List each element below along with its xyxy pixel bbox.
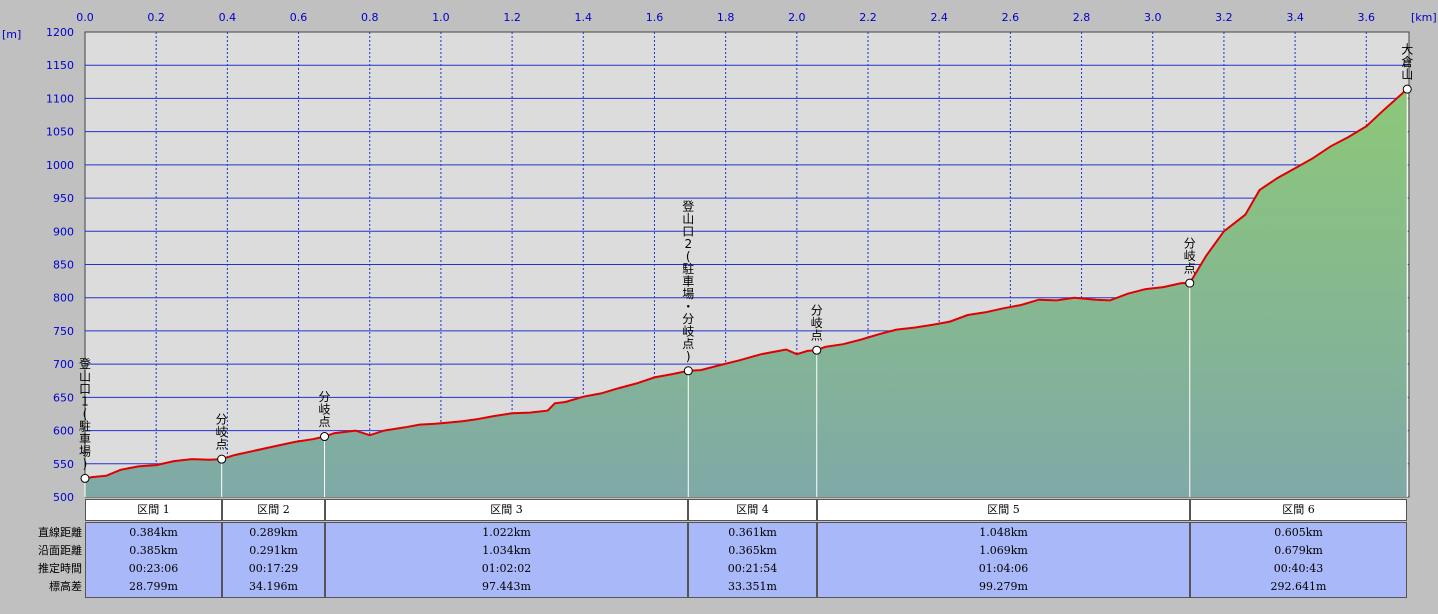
waypoint-label: 分岐点 bbox=[1184, 237, 1196, 276]
section-elev-value: 34.196m bbox=[249, 580, 298, 593]
x-tick-label: 3.0 bbox=[1144, 11, 1162, 24]
y-tick-label: 1050 bbox=[46, 126, 74, 139]
x-tick-label: 2.2 bbox=[859, 11, 877, 24]
x-tick-label: 2.0 bbox=[788, 11, 806, 24]
section-elev-value: 97.443m bbox=[482, 580, 531, 593]
section-time-value: 01:04:06 bbox=[978, 562, 1029, 575]
section-header: 区間 6 bbox=[1190, 499, 1407, 521]
x-tick-label: 0.2 bbox=[147, 11, 165, 24]
waypoint-marker bbox=[217, 454, 227, 464]
section-values: 0.605km 0.679km 00:40:43 292.641m bbox=[1190, 522, 1407, 598]
x-tick-label: 0.4 bbox=[219, 11, 237, 24]
x-axis-unit: [km] bbox=[1411, 11, 1437, 24]
section-values: 1.048km 1.069km 01:04:06 99.279m bbox=[817, 522, 1190, 598]
x-tick-label: 0.0 bbox=[76, 11, 94, 24]
waypoint-marker bbox=[1402, 84, 1412, 94]
section-surface-value: 1.034km bbox=[482, 544, 531, 557]
x-tick-label: 1.2 bbox=[503, 11, 521, 24]
y-tick-label: 1100 bbox=[46, 92, 74, 105]
y-tick-label: 850 bbox=[53, 259, 74, 272]
y-tick-label: 950 bbox=[53, 192, 74, 205]
section-surface-value: 0.385km bbox=[129, 544, 178, 557]
y-tick-label: 700 bbox=[53, 358, 74, 371]
section-time-value: 00:17:29 bbox=[248, 562, 299, 575]
x-tick-label: 3.6 bbox=[1358, 11, 1376, 24]
waypoint-label: 分岐点 bbox=[216, 413, 228, 452]
section-straight-value: 1.048km bbox=[979, 526, 1028, 539]
x-tick-label: 2.8 bbox=[1073, 11, 1091, 24]
y-tick-label: 550 bbox=[53, 458, 74, 471]
y-tick-label: 600 bbox=[53, 425, 74, 438]
y-tick-label: 1000 bbox=[46, 159, 74, 172]
x-tick-label: 2.6 bbox=[1002, 11, 1020, 24]
section-straight-value: 1.022km bbox=[482, 526, 531, 539]
x-tick-label: 0.6 bbox=[290, 11, 308, 24]
section-header: 区間 2 bbox=[222, 499, 325, 521]
waypoint-label: 分岐点 bbox=[319, 390, 331, 429]
section-surface-value: 0.679km bbox=[1274, 544, 1323, 557]
waypoint-marker bbox=[683, 366, 693, 376]
y-tick-label: 900 bbox=[53, 225, 74, 238]
section-values: 0.384km 0.385km 00:23:06 28.799m bbox=[85, 522, 222, 598]
waypoint-marker bbox=[812, 345, 822, 355]
section-values: 0.361km 0.365km 00:21:54 33.351m bbox=[688, 522, 817, 598]
x-tick-label: 3.2 bbox=[1215, 11, 1233, 24]
section-header: 区間 3 bbox=[325, 499, 688, 521]
section-time-value: 01:02:02 bbox=[481, 562, 532, 575]
waypoint-label: 登山口 1 (駐車場) bbox=[79, 356, 91, 471]
section-values: 0.289km 0.291km 00:17:29 34.196m bbox=[222, 522, 325, 598]
y-tick-label: 1150 bbox=[46, 59, 74, 72]
x-tick-label: 1.8 bbox=[717, 11, 735, 24]
x-tick-label: 2.4 bbox=[930, 11, 948, 24]
section-straight-value: 0.384km bbox=[129, 526, 178, 539]
waypoint-marker bbox=[1185, 278, 1195, 288]
section-time-value: 00:40:43 bbox=[1273, 562, 1324, 575]
waypoint-label: 大倉山 bbox=[1401, 43, 1413, 82]
x-tick-label: 1.6 bbox=[646, 11, 664, 24]
row-label-straight-distance: 直線距離 bbox=[38, 526, 82, 539]
grid-lines bbox=[85, 32, 1409, 497]
section-elev-value: 292.641m bbox=[1270, 580, 1327, 593]
y-tick-label: 650 bbox=[53, 391, 74, 404]
section-header: 区間 1 bbox=[85, 499, 222, 521]
elevation-area bbox=[85, 89, 1408, 497]
section-values: 1.022km 1.034km 01:02:02 97.443m bbox=[325, 522, 688, 598]
x-tick-label: 3.4 bbox=[1286, 11, 1304, 24]
y-axis-ticks: 500 550 600 650 700 750 800 850 900 950 1000 1050 11… bbox=[46, 26, 74, 504]
section-straight-value: 0.289km bbox=[249, 526, 298, 539]
section-time-value: 00:21:54 bbox=[727, 562, 778, 575]
row-label-estimated-time: 推定時間 bbox=[38, 562, 82, 575]
y-tick-label: 500 bbox=[53, 491, 74, 504]
x-tick-label: 1.4 bbox=[575, 11, 593, 24]
row-label-elevation-difference: 標高差 bbox=[49, 580, 82, 593]
y-tick-label: 750 bbox=[53, 325, 74, 338]
waypoint-drop-lines bbox=[84, 89, 1408, 497]
section-surface-value: 0.291km bbox=[249, 544, 298, 557]
waypoint-marker bbox=[80, 473, 90, 483]
section-straight-value: 0.605km bbox=[1274, 526, 1323, 539]
waypoint-marker bbox=[320, 432, 330, 442]
row-label-surface-distance: 沿面距離 bbox=[38, 544, 82, 557]
section-time-value: 00:23:06 bbox=[128, 562, 179, 575]
section-surface-value: 0.365km bbox=[728, 544, 777, 557]
elevation-line bbox=[84, 88, 1408, 480]
x-tick-label: 1.0 bbox=[432, 11, 450, 24]
y-axis-unit: [m] bbox=[2, 28, 21, 41]
section-elev-value: 33.351m bbox=[728, 580, 777, 593]
waypoint-label: 登山口 2 (駐車場・分岐点) bbox=[682, 198, 694, 363]
section-straight-value: 0.361km bbox=[728, 526, 777, 539]
section-elev-value: 28.799m bbox=[129, 580, 178, 593]
x-axis-ticks: 0.0 0.2 0.4 0.6 0.8 1.0 1.2 1.4 1.6 1.8 2.0 2.2 2.4 2… bbox=[76, 11, 1375, 24]
y-tick-label: 800 bbox=[53, 292, 74, 305]
section-surface-value: 1.069km bbox=[979, 544, 1028, 557]
section-header: 区間 4 bbox=[688, 499, 817, 521]
section-header: 区間 5 bbox=[817, 499, 1190, 521]
x-tick-label: 0.8 bbox=[361, 11, 379, 24]
y-tick-label: 1200 bbox=[46, 26, 74, 39]
section-elev-value: 99.279m bbox=[979, 580, 1028, 593]
waypoint-label: 分岐点 bbox=[811, 304, 823, 343]
